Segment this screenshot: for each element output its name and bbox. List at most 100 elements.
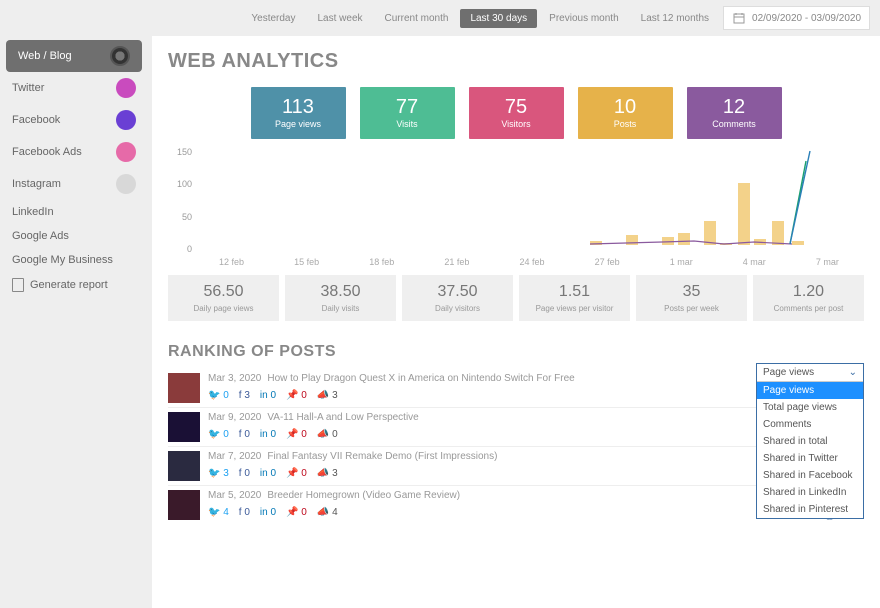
metric-tile-page-views[interactable]: 113Page views	[251, 87, 346, 139]
ranking-sort-dropdown[interactable]: Page views ⌄ Page viewsTotal page viewsC…	[756, 363, 864, 519]
ranking-title: RANKING OF POSTS	[168, 343, 864, 361]
channel-icon	[116, 78, 136, 98]
sidebar-item-label: Google Ads	[12, 230, 136, 242]
sidebar-item-facebook-ads[interactable]: Facebook Ads	[0, 136, 148, 168]
linkedin-count: in 0	[260, 390, 276, 401]
sidebar-item-web-blog[interactable]: Web / Blog	[6, 40, 142, 72]
tile-value: 75	[505, 97, 527, 117]
post-thumbnail	[168, 373, 200, 403]
dropdown-option[interactable]: Total page views	[757, 399, 863, 416]
metric-tiles: 113Page views 77Visits 75Visitors 10Posts 12…	[168, 87, 864, 139]
date-range-picker[interactable]: 02/09/2020 - 03/09/2020	[723, 6, 870, 30]
chevron-down-icon: ⌄	[849, 367, 857, 378]
stat-value: 35	[640, 283, 743, 301]
stat-daily-visits: 38.50 Daily visits	[285, 275, 396, 321]
y-tick: 100	[172, 179, 192, 189]
pinterest-count: 📌 0	[286, 468, 307, 479]
dropdown-option[interactable]: Shared in total	[757, 433, 863, 450]
dropdown-option[interactable]: Comments	[757, 416, 863, 433]
metric-tile-comments[interactable]: 12Comments	[687, 87, 782, 139]
x-tick: 24 feb	[519, 257, 544, 267]
sidebar-item-label: Facebook Ads	[12, 146, 116, 158]
twitter-count: 🐦 4	[208, 507, 229, 518]
time-filter-last-week[interactable]: Last week	[307, 9, 372, 28]
time-filter-yesterday[interactable]: Yesterday	[241, 9, 305, 28]
post-title: How to Play Dragon Quest X in America on…	[267, 373, 574, 384]
sidebar-item-facebook[interactable]: Facebook	[0, 104, 148, 136]
x-tick: 18 feb	[369, 257, 394, 267]
stat-value: 1.51	[523, 283, 626, 301]
sidebar-item-google-ads[interactable]: Google Ads	[0, 224, 148, 248]
y-tick: 150	[172, 147, 192, 157]
metric-tile-posts[interactable]: 10Posts	[578, 87, 673, 139]
x-tick: 27 feb	[595, 257, 620, 267]
sidebar-item-label: Facebook	[12, 114, 116, 126]
timeline-chart: 12 feb15 feb18 feb21 feb24 feb27 feb1 ma…	[168, 147, 864, 267]
time-filter-last-12-months[interactable]: Last 12 months	[631, 9, 719, 28]
sidebar-item-linkedin[interactable]: LinkedIn	[0, 200, 148, 224]
tile-label: Page views	[275, 119, 321, 129]
time-filters: YesterdayLast weekCurrent monthLast 30 d…	[241, 9, 719, 28]
sidebar-item-google-my-business[interactable]: Google My Business	[0, 248, 148, 272]
time-filter-previous-month[interactable]: Previous month	[539, 9, 628, 28]
share-count: 📣 0	[317, 429, 338, 440]
stat-label: Daily visits	[289, 304, 392, 313]
summary-stats: 56.50 Daily page views 38.50 Daily visits 37…	[168, 275, 864, 321]
stat-posts-per-week: 35 Posts per week	[636, 275, 747, 321]
main-panel: WEB ANALYTICS 113Page views77Visits75Vis…	[152, 36, 880, 608]
stat-page-views-per-visitor: 1.51 Page views per visitor	[519, 275, 630, 321]
dropdown-option[interactable]: Shared in Facebook	[757, 467, 863, 484]
dropdown-option[interactable]: Shared in Pinterest	[757, 501, 863, 518]
dropdown-option[interactable]: Shared in LinkedIn	[757, 484, 863, 501]
pinterest-count: 📌 0	[286, 390, 307, 401]
share-count: 📣 4	[317, 507, 338, 518]
metric-tile-visits[interactable]: 77Visits	[360, 87, 455, 139]
y-tick: 50	[172, 212, 192, 222]
chart-svg	[194, 147, 834, 247]
stat-value: 38.50	[289, 283, 392, 301]
time-filter-current-month[interactable]: Current month	[375, 9, 459, 28]
ranking-section: Page views ⌄ Page viewsTotal page viewsC…	[168, 369, 864, 524]
facebook-count: f 3	[239, 390, 250, 401]
facebook-count: f 0	[239, 429, 250, 440]
generate-report-label: Generate report	[30, 279, 136, 291]
sidebar-item-label: LinkedIn	[12, 206, 136, 218]
dropdown-option[interactable]: Shared in Twitter	[757, 450, 863, 467]
sidebar-item-label: Twitter	[12, 82, 116, 94]
linkedin-count: in 0	[260, 468, 276, 479]
stat-daily-visitors: 37.50Daily visitors	[402, 275, 513, 321]
facebook-count: f 0	[239, 507, 250, 518]
facebook-count: f 0	[239, 468, 250, 479]
stat-value: 37.50	[406, 283, 509, 301]
sidebar-item-label: Web / Blog	[18, 50, 110, 62]
stat-label: Posts per week	[640, 304, 743, 313]
y-tick: 0	[172, 244, 192, 254]
pinterest-count: 📌 0	[286, 429, 307, 440]
x-tick: 15 feb	[294, 257, 319, 267]
time-filter-last-30-days[interactable]: Last 30 days	[460, 9, 537, 28]
x-tick: 7 mar	[816, 257, 839, 267]
generate-report-link[interactable]: Generate report	[0, 272, 148, 298]
channel-icon	[116, 110, 136, 130]
share-count: 📣 3	[317, 390, 338, 401]
x-tick: 21 feb	[444, 257, 469, 267]
stat-label: Page views per visitor	[523, 304, 626, 313]
sidebar-item-twitter[interactable]: Twitter	[0, 72, 148, 104]
document-icon	[12, 278, 24, 292]
linkedin-count: in 0	[260, 429, 276, 440]
sidebar: Web / Blog Twitter Facebook Facebook Ads Ins…	[0, 36, 148, 608]
stat-label: Daily page views	[172, 304, 275, 313]
post-title: VA-11 Hall-A and Low Perspective	[267, 412, 418, 423]
dropdown-selected: Page views	[763, 367, 814, 378]
calendar-icon	[732, 11, 746, 25]
linkedin-count: in 0	[260, 507, 276, 518]
metric-tile-visitors[interactable]: 75Visitors	[469, 87, 564, 139]
sidebar-item-label: Google My Business	[12, 254, 136, 266]
post-date: Mar 3, 2020	[208, 373, 261, 384]
tile-value: 10	[614, 97, 636, 117]
sidebar-item-instagram[interactable]: Instagram	[0, 168, 148, 200]
sidebar-item-label: Instagram	[12, 178, 116, 190]
time-filter-bar: YesterdayLast weekCurrent monthLast 30 d…	[0, 0, 880, 36]
stat-value: 56.50	[172, 283, 275, 301]
dropdown-option[interactable]: Page views	[757, 382, 863, 399]
